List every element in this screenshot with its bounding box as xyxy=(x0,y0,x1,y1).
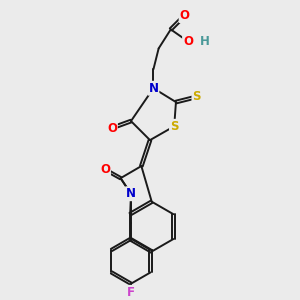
Text: O: O xyxy=(180,9,190,22)
Text: F: F xyxy=(127,286,135,299)
Text: O: O xyxy=(100,163,110,176)
Text: S: S xyxy=(193,90,201,104)
Text: O: O xyxy=(107,122,117,134)
Text: S: S xyxy=(170,120,178,133)
Text: N: N xyxy=(126,187,136,200)
Text: O: O xyxy=(183,35,193,48)
Text: H: H xyxy=(200,35,209,48)
Text: N: N xyxy=(148,82,158,95)
